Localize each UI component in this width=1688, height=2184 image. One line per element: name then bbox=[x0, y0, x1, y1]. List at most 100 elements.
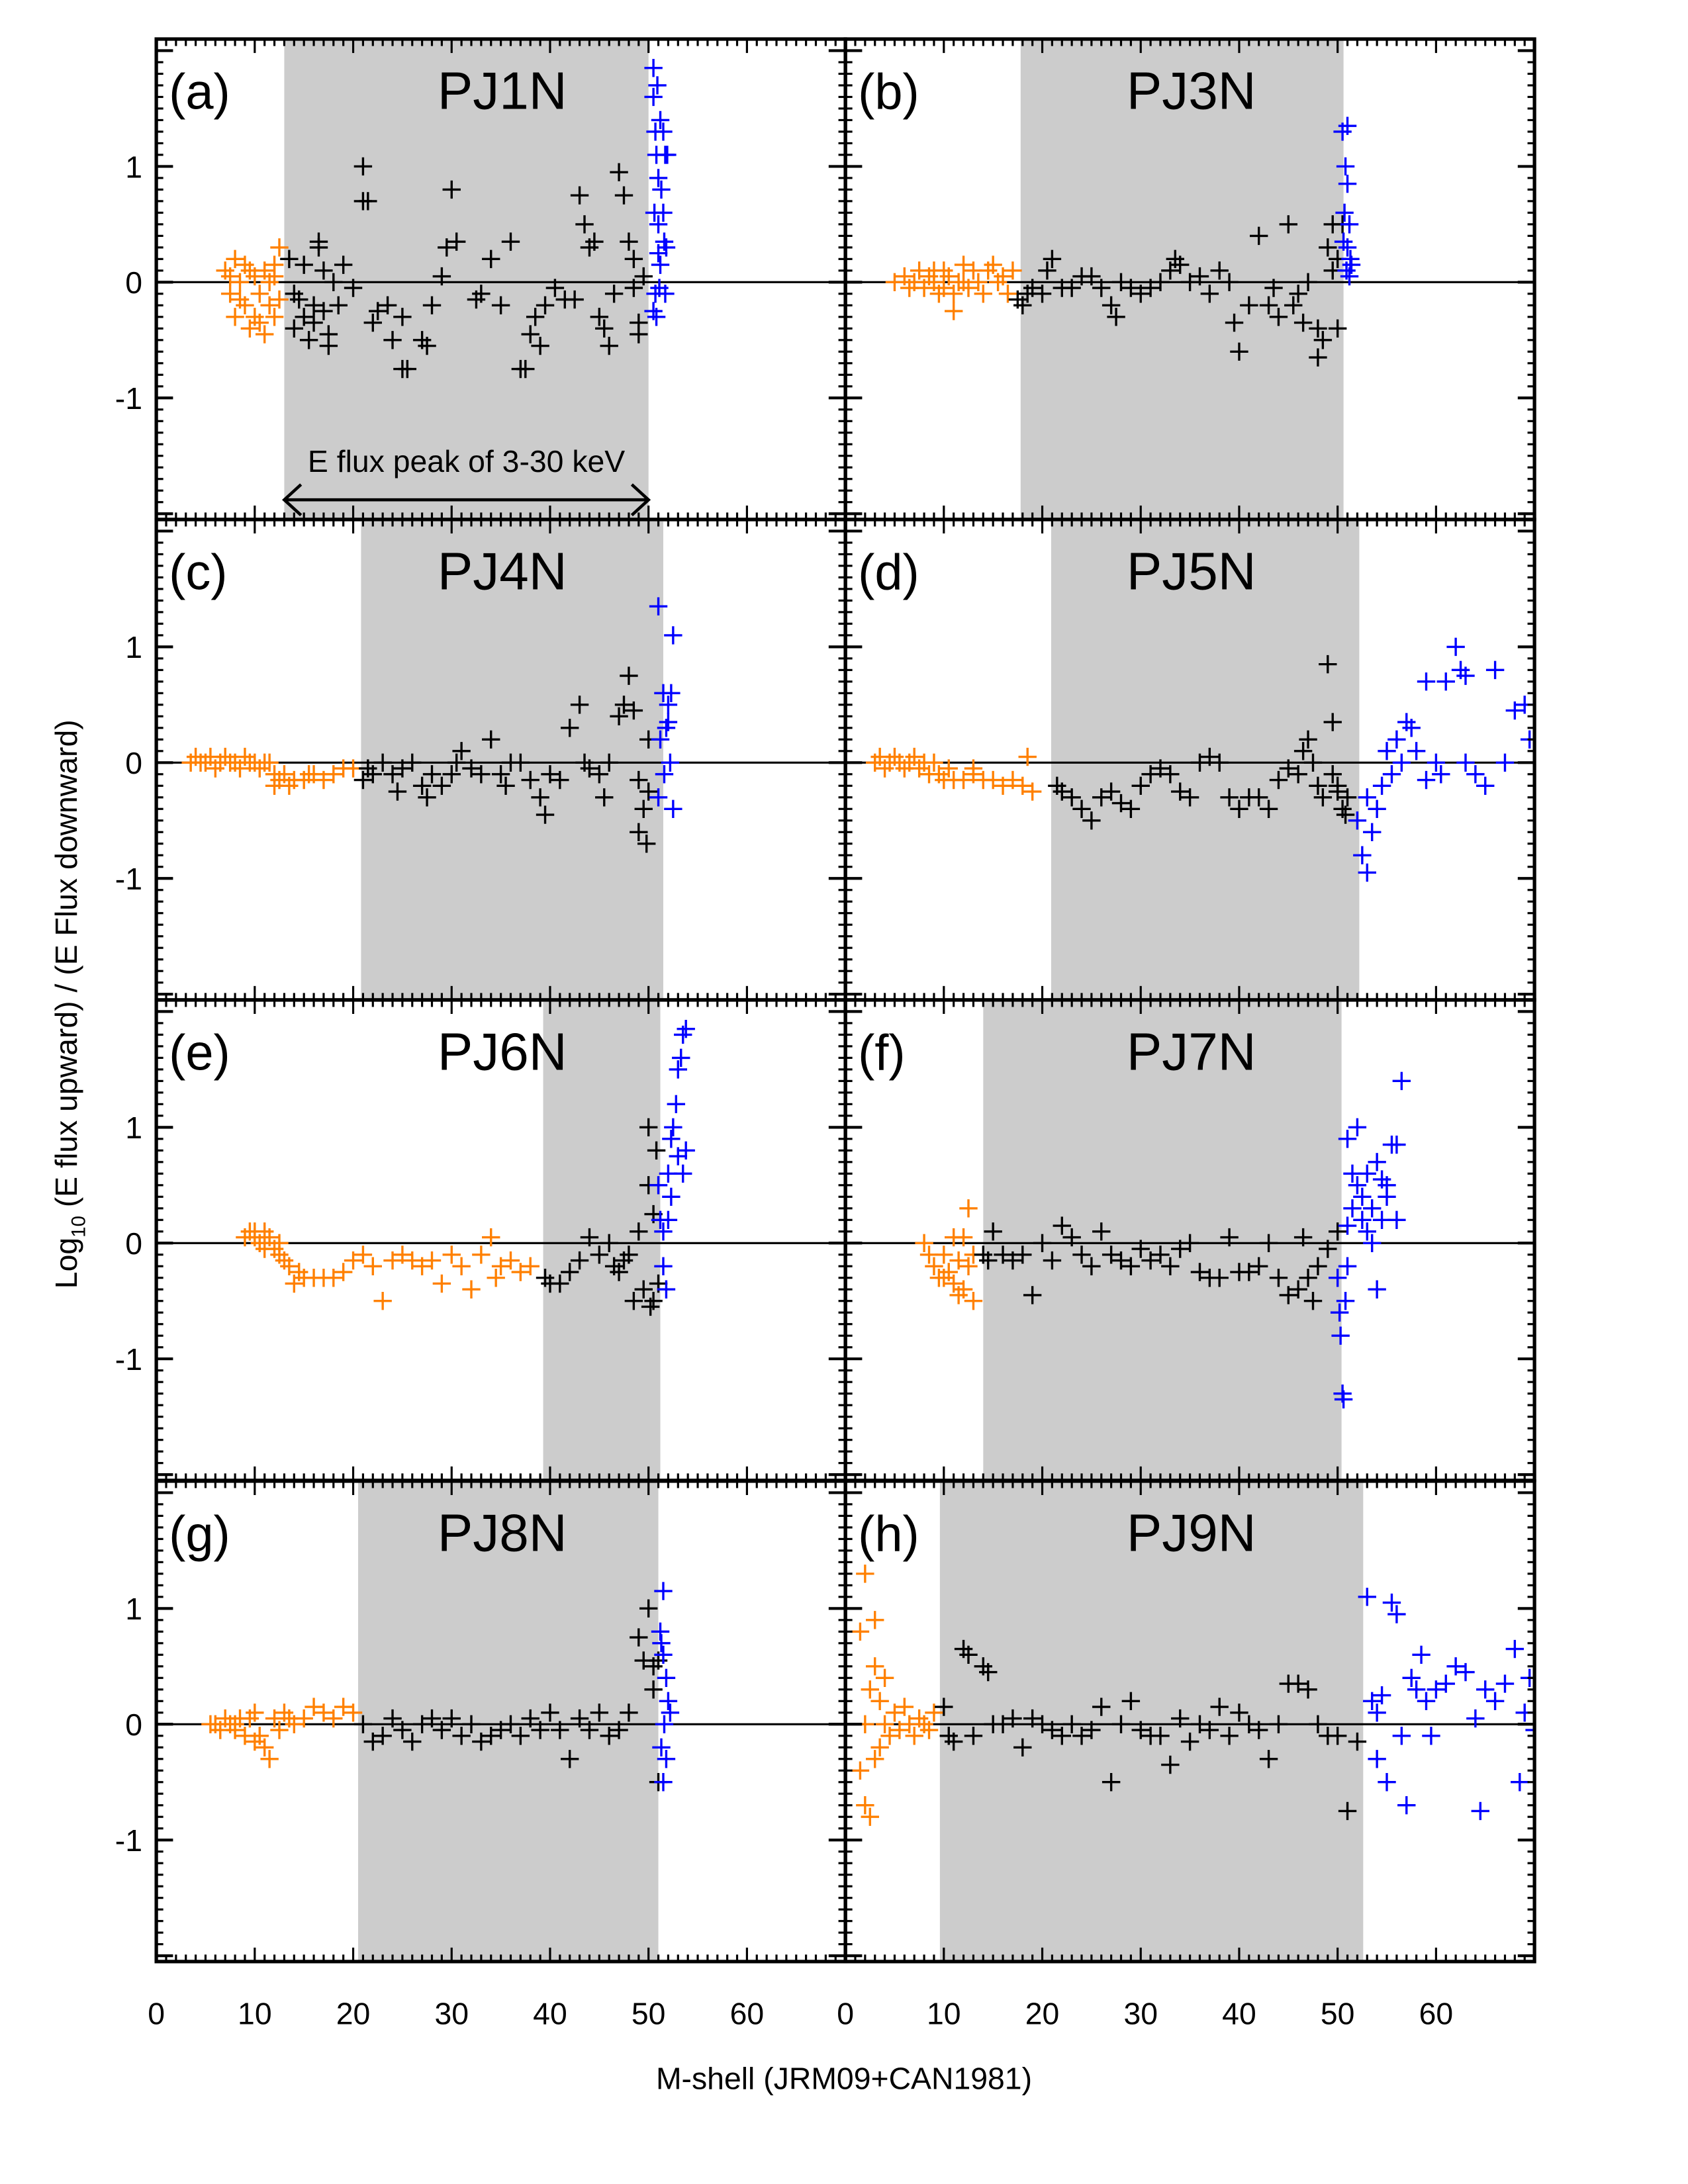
data-point-orange bbox=[915, 279, 933, 297]
data-point-blue bbox=[649, 788, 668, 807]
data-point-black bbox=[1338, 788, 1357, 807]
data-point-orange bbox=[393, 1246, 412, 1264]
data-point-black bbox=[442, 1709, 461, 1728]
data-point-black bbox=[388, 782, 407, 801]
data-point-blue bbox=[1368, 1280, 1386, 1298]
data-point-black bbox=[1131, 1721, 1150, 1739]
data-point-black bbox=[393, 759, 412, 778]
data-point-blue bbox=[657, 1750, 676, 1768]
data-point-blue bbox=[651, 255, 670, 274]
data-point-orange bbox=[491, 1257, 510, 1275]
data-point-black bbox=[1131, 285, 1150, 303]
data-point-blue bbox=[649, 215, 668, 234]
data-point-black bbox=[1131, 1240, 1150, 1258]
data-point-black bbox=[1033, 285, 1052, 303]
data-point-orange bbox=[230, 290, 250, 309]
data-point-orange bbox=[250, 285, 269, 303]
panel-frame bbox=[843, 1479, 1536, 1964]
data-point-black bbox=[1190, 1263, 1209, 1281]
data-point-black bbox=[604, 285, 624, 303]
data-point-black bbox=[647, 1141, 666, 1160]
data-point-black bbox=[1293, 742, 1313, 760]
data-point-black bbox=[595, 319, 614, 338]
data-point-black bbox=[634, 267, 653, 286]
data-point-black bbox=[536, 296, 555, 315]
data-point-blue bbox=[674, 1164, 692, 1183]
data-point-black bbox=[531, 336, 549, 355]
data-point-black bbox=[624, 279, 643, 297]
data-point-orange bbox=[226, 308, 244, 326]
data-point-black bbox=[1328, 1222, 1347, 1241]
data-point-blue bbox=[1436, 672, 1455, 691]
data-point-black bbox=[383, 765, 402, 784]
data-point-black bbox=[1269, 770, 1288, 790]
data-point-black bbox=[1250, 788, 1268, 807]
data-point-black bbox=[373, 1727, 392, 1745]
data-point-blue bbox=[1338, 1257, 1357, 1275]
data-point-blue bbox=[1407, 1680, 1426, 1699]
data-point-blue bbox=[647, 308, 666, 326]
data-point-black bbox=[639, 782, 658, 801]
data-point-black bbox=[614, 696, 633, 714]
data-point-black bbox=[521, 770, 539, 790]
data-point-black bbox=[1328, 319, 1347, 338]
data-point-black bbox=[472, 1732, 491, 1751]
data-point-blue bbox=[1338, 174, 1357, 193]
panel-pj9n: (h) PJ9N 0 10 20 30 40 50 60 bbox=[837, 1479, 1536, 2031]
data-point-blue bbox=[1378, 1773, 1396, 1792]
data-point-black bbox=[1092, 1222, 1111, 1241]
data-point-blue bbox=[1358, 1588, 1376, 1606]
data-point-blue bbox=[1368, 1153, 1386, 1171]
data-point-blue bbox=[644, 87, 663, 107]
data-point-black bbox=[482, 250, 500, 269]
data-point-blue bbox=[655, 1715, 674, 1733]
data-point-blue bbox=[677, 1141, 695, 1160]
data-point-black bbox=[1210, 1698, 1229, 1716]
data-point-black bbox=[1161, 765, 1180, 784]
data-point-blue bbox=[1485, 1692, 1505, 1710]
data-point-orange bbox=[885, 273, 904, 292]
data-point-black bbox=[418, 788, 436, 807]
data-point-blue bbox=[1427, 1680, 1446, 1699]
data-point-black bbox=[1053, 1727, 1071, 1745]
data-point-black bbox=[442, 765, 461, 784]
x-tick-label: 0 bbox=[148, 1997, 165, 2031]
data-point-black bbox=[570, 1251, 589, 1270]
data-point-black bbox=[634, 1280, 653, 1298]
data-points bbox=[915, 1071, 1411, 1409]
data-points bbox=[216, 59, 677, 379]
data-point-orange bbox=[270, 1234, 289, 1252]
data-point-blue bbox=[1343, 1164, 1362, 1183]
data-point-black bbox=[1299, 1269, 1317, 1287]
data-point-black bbox=[1062, 1228, 1081, 1247]
data-point-blue bbox=[661, 753, 680, 772]
data-point-blue bbox=[651, 111, 670, 130]
data-point-black bbox=[561, 719, 579, 737]
data-point-black bbox=[944, 1732, 963, 1751]
data-point-black bbox=[521, 1709, 539, 1728]
data-point-orange bbox=[230, 759, 250, 778]
data-point-orange bbox=[895, 267, 914, 286]
annotation-text: E flux peak of 3-30 keV bbox=[308, 444, 625, 478]
data-point-black bbox=[1279, 759, 1298, 778]
data-point-black bbox=[1200, 1721, 1219, 1739]
panel-pj1n: (a) PJ1N 1 0 -1 E flux peak of 3-30 keV bbox=[115, 37, 847, 522]
data-point-blue bbox=[1417, 1692, 1436, 1710]
data-point-black bbox=[1004, 1251, 1022, 1270]
data-point-black bbox=[1289, 1280, 1307, 1298]
data-point-black bbox=[378, 296, 397, 315]
data-point-blue bbox=[1331, 1326, 1350, 1345]
data-point-blue bbox=[1407, 742, 1426, 760]
data-point-orange bbox=[226, 1715, 244, 1733]
data-point-orange bbox=[959, 1199, 978, 1218]
data-point-black bbox=[309, 238, 328, 257]
data-point-orange bbox=[275, 765, 294, 784]
data-point-orange bbox=[240, 319, 259, 338]
data-point-black bbox=[393, 1721, 412, 1739]
data-point-black bbox=[1259, 1234, 1278, 1252]
data-point-black bbox=[979, 1662, 998, 1682]
data-point-black bbox=[1293, 313, 1313, 332]
data-point-black bbox=[1319, 238, 1337, 257]
y-tick-label: 1 bbox=[125, 1111, 142, 1145]
